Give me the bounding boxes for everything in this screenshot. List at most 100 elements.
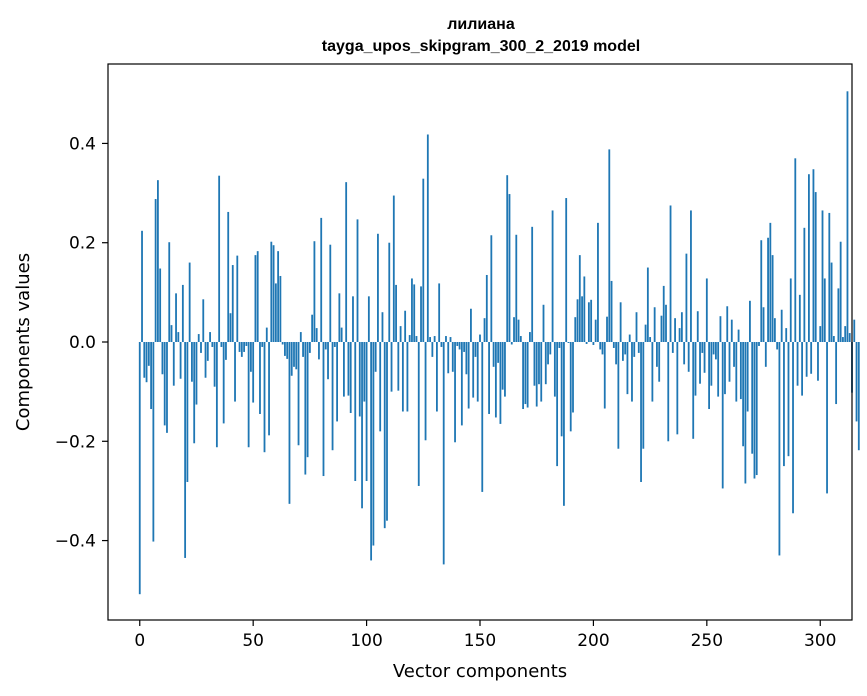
bar-component-176 [538,342,540,385]
bar-component-179 [544,342,547,385]
bar-component-142 [460,342,463,426]
bar-component-141 [458,342,461,350]
bar-component-29 [204,342,207,378]
bar-component-285 [785,328,788,342]
bar-component-215 [626,342,629,395]
bar-component-200 [592,342,595,345]
bar-component-306 [832,336,835,342]
x-tick-label: 0 [134,631,145,651]
bar-component-302 [823,278,826,342]
bar-component-73 [304,342,307,475]
bar-component-273 [758,342,760,346]
bar-component-298 [814,192,817,342]
bar-component-121 [413,284,416,342]
bar-component-98 [361,342,363,509]
y-tick-label: 0.4 [69,134,96,154]
bar-component-286 [787,342,790,457]
bar-component-202 [597,222,599,342]
chart-title: лилиана [447,16,515,33]
bar-component-292 [801,342,803,396]
bar-component-18 [179,342,182,379]
bar-component-219 [635,312,638,342]
bar-component-315 [853,319,856,342]
bar-component-217 [631,342,633,402]
bar-component-255 [717,342,720,397]
bar-component-101 [367,296,370,342]
bar-component-312 [846,91,849,342]
bar-component-232 [665,304,667,342]
bar-component-50 [252,342,255,403]
bar-component-126 [424,342,427,441]
bar-component-25 [195,342,198,405]
bar-component-196 [583,276,586,342]
bar-component-149 [476,342,479,402]
bar-component-278 [769,222,772,342]
bar-component-60 [274,283,277,342]
bar-component-173 [531,226,534,342]
bar-component-170 [524,342,527,405]
bar-component-313 [848,333,851,342]
bar-component-47 [245,342,248,346]
bar-component-129 [431,342,434,357]
bar-component-72 [302,342,304,357]
bar-component-33 [213,342,216,387]
bar-component-221 [640,342,642,482]
y-tick-label: 0.0 [69,333,96,353]
bar-component-231 [662,285,665,342]
bar-component-218 [633,342,636,357]
bar-component-61 [277,251,280,342]
bar-component-242 [687,342,690,372]
bar-component-124 [420,286,422,342]
bar-component-201 [594,319,597,342]
bar-component-241 [685,253,688,342]
bar-component-113 [395,284,397,342]
bar-component-135 [445,336,447,342]
bar-component-164 [510,342,513,345]
bar-component-275 [762,307,765,342]
bar-component-63 [281,342,284,345]
bar-component-310 [842,337,844,342]
bar-component-183 [553,342,556,397]
bar-component-155 [490,235,493,342]
bar-component-133 [440,342,443,347]
bar-component-156 [492,342,495,367]
bar-component-17 [177,332,180,342]
bar-component-296 [810,342,813,374]
x-tick-label: 250 [691,631,723,651]
bar-component-76 [311,314,314,342]
y-axis-label: Components values [13,253,34,431]
bar-component-1 [141,230,143,342]
chart-subtitle: tayga_upos_skipgram_300_2_2019 model [322,38,640,55]
bar-component-95 [354,342,357,481]
bar-component-180 [547,342,549,365]
bar-component-139 [454,342,456,443]
bar-component-143 [463,342,466,352]
bar-component-175 [535,342,538,407]
bar-component-203 [599,342,602,350]
bar-component-163 [508,194,511,342]
bar-component-5 [150,342,152,410]
bar-component-190 [569,342,572,432]
bar-component-78 [315,328,318,342]
bar-component-27 [200,342,202,353]
bar-component-147 [472,342,475,398]
bar-component-247 [699,342,701,384]
bar-component-174 [533,342,536,386]
bar-component-16 [175,293,177,342]
bar-component-204 [601,342,604,355]
bar-component-71 [299,332,302,342]
bar-component-24 [193,342,196,444]
bar-component-223 [644,324,647,343]
bar-component-83 [327,342,329,380]
bar-component-267 [744,342,747,484]
y-tick-label: −0.2 [55,432,96,452]
bar-component-92 [347,342,350,396]
y-tick-label: −0.4 [55,532,96,552]
bar-component-114 [397,342,400,391]
bar-component-125 [422,178,425,342]
bar-component-250 [705,278,708,342]
bar-component-157 [494,342,497,418]
bar-component-210 [615,342,617,365]
bar-component-110 [388,242,391,342]
bar-component-130 [433,336,436,342]
